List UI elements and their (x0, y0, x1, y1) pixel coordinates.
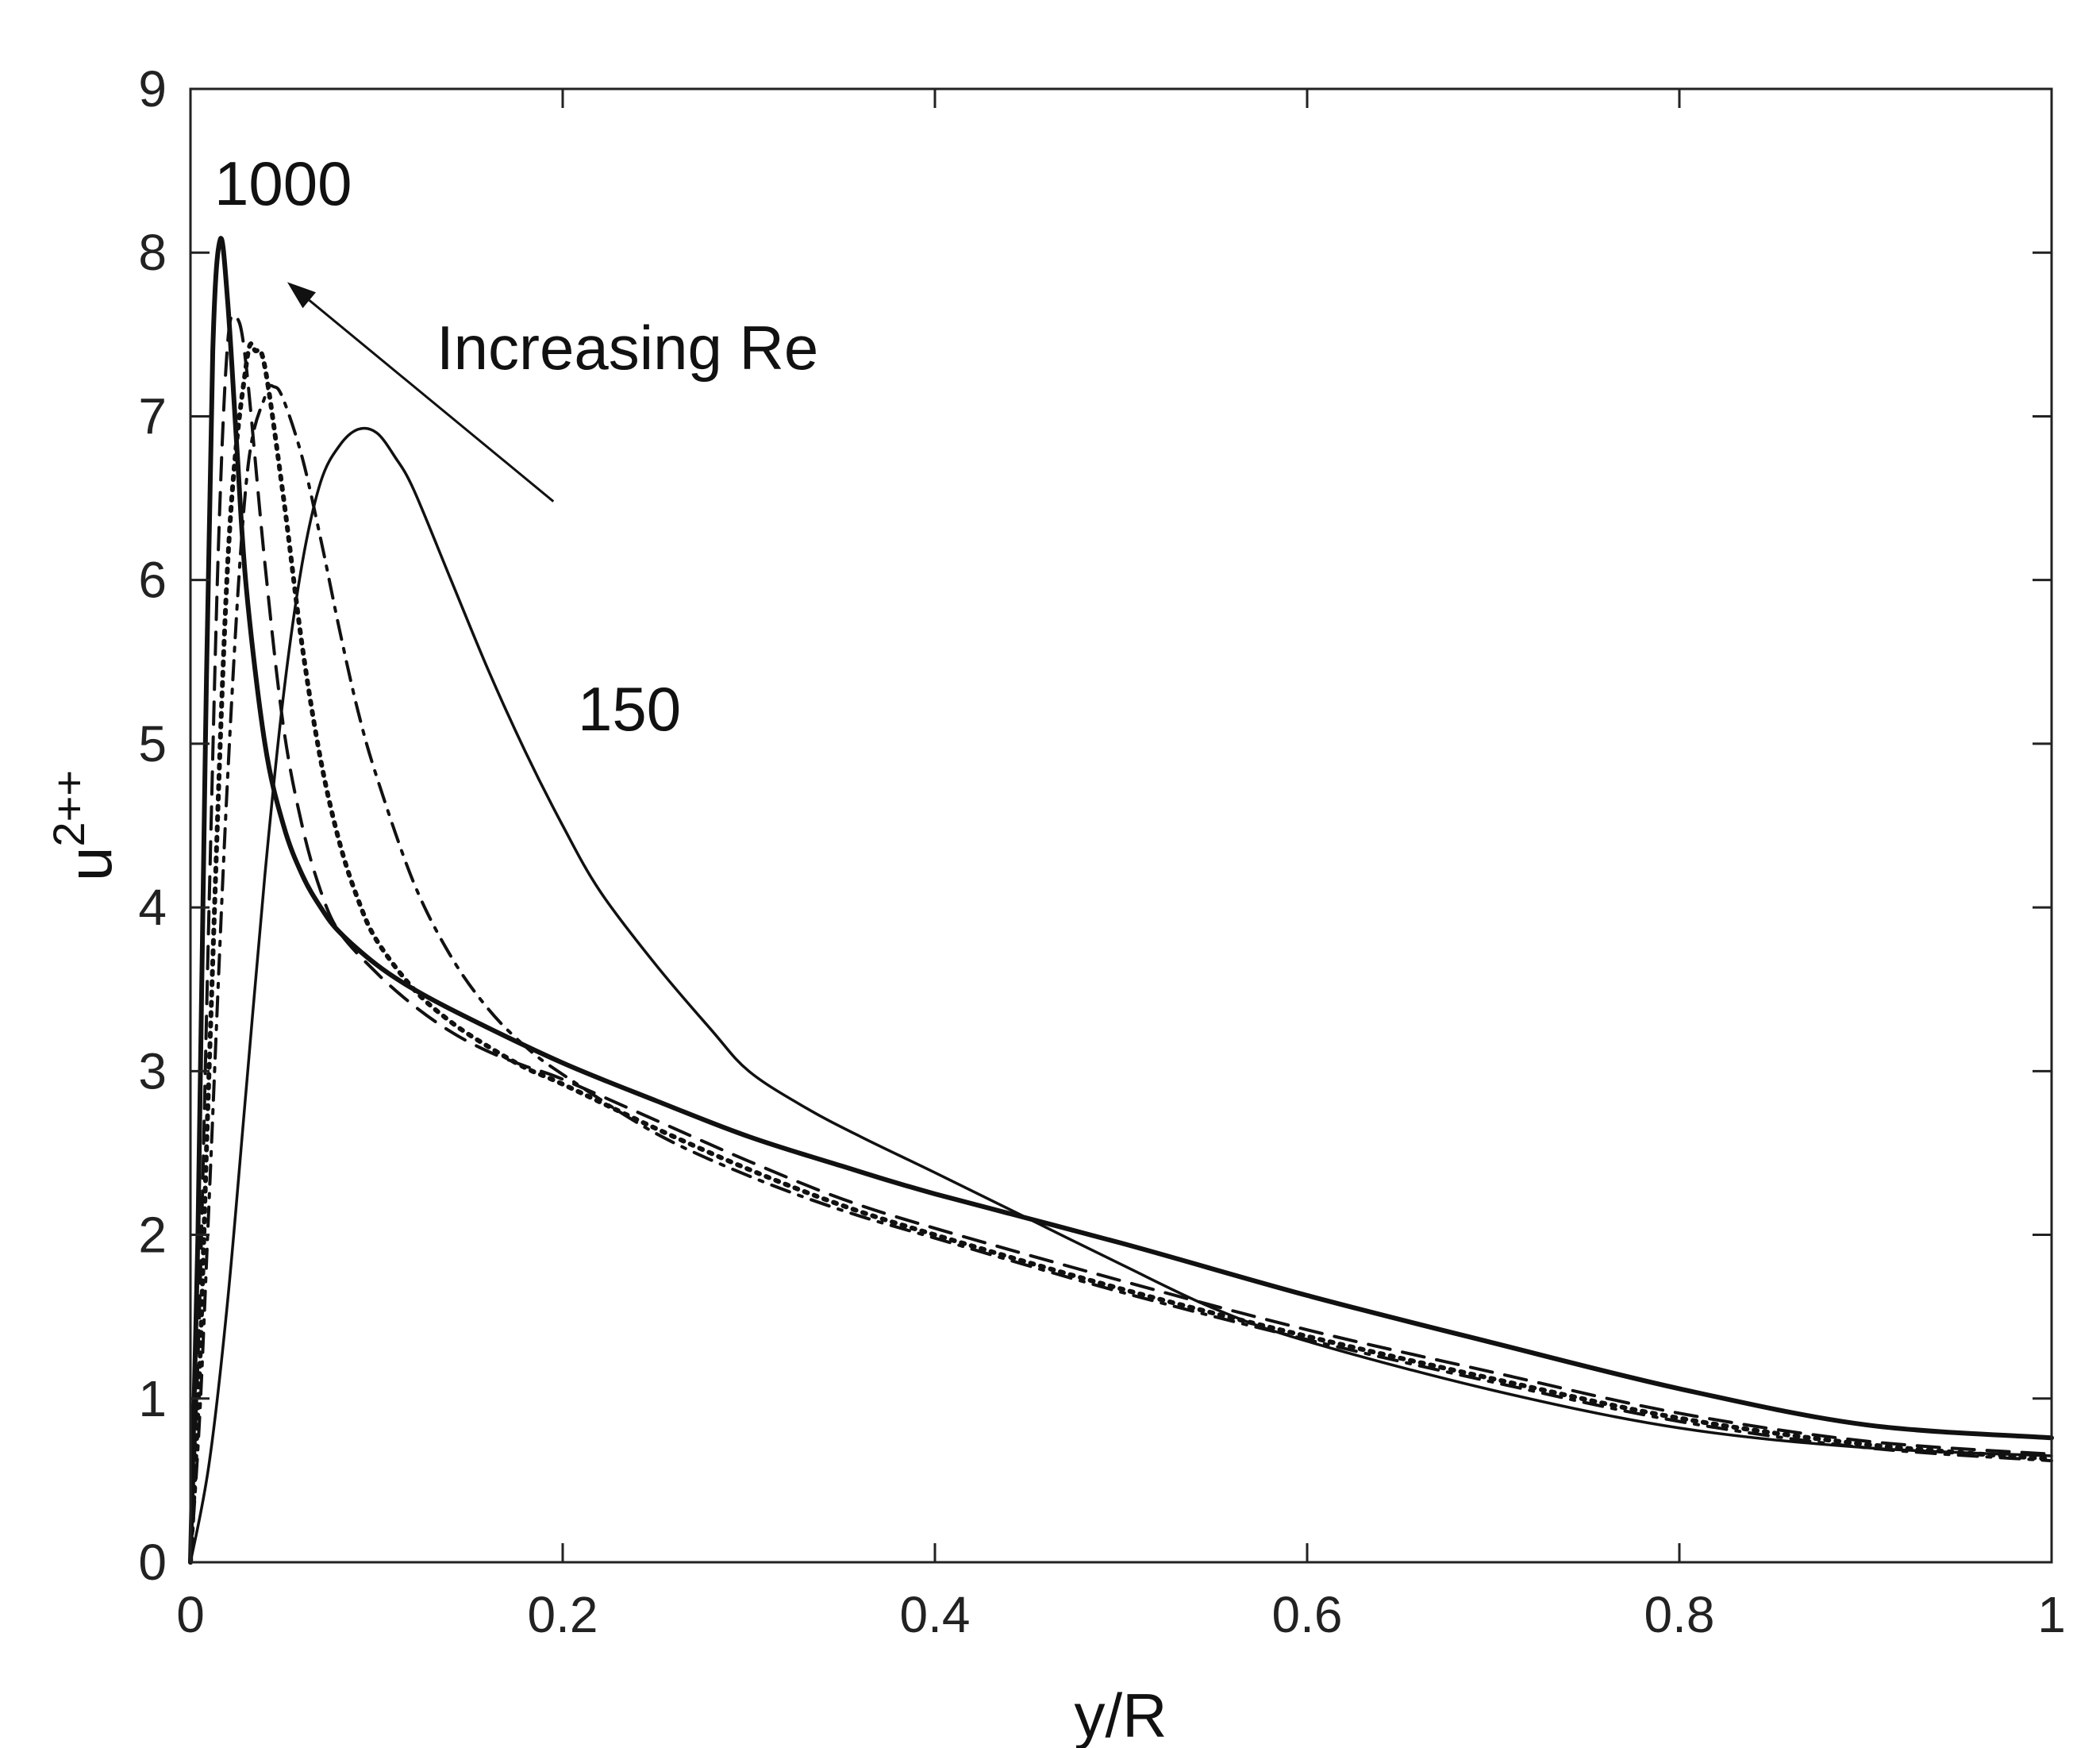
y-tick-label: 9 (138, 60, 167, 117)
annotation-re-150: 150 (578, 674, 681, 744)
x-tick-label: 0.6 (1272, 1586, 1343, 1643)
y-axis-title-base: u (55, 847, 125, 881)
y-axis-title: u2++ (44, 770, 125, 881)
y-tick-label: 4 (138, 879, 167, 936)
x-tick-label: 1 (2037, 1586, 2066, 1643)
ticks-layer: 0 0.2 0.4 0.6 0.8 1 0 1 2 3 4 5 6 7 8 9 (138, 60, 2065, 1643)
y-tick-label: 3 (138, 1042, 167, 1099)
x-tick-label: 0.2 (528, 1586, 598, 1643)
series-line-re-150 (189, 426, 2053, 1564)
y-tick-label: 6 (138, 552, 167, 609)
y-tick-label: 5 (138, 715, 167, 772)
series-line-re-700 (189, 312, 2053, 1564)
increasing-re-arrow (287, 282, 555, 502)
arrow-line (308, 299, 555, 502)
series-line-re-300 (189, 383, 2053, 1564)
series-line-re-500 (188, 341, 2054, 1565)
x-tick-label: 0.4 (900, 1586, 971, 1643)
svg-text:u2++: u2++ (44, 770, 125, 881)
annotation-re-1000: 1000 (214, 148, 352, 218)
x-axis-title: y/R (1075, 1681, 1167, 1748)
y-tick-label: 2 (138, 1207, 167, 1264)
y-tick-label: 8 (138, 224, 167, 281)
x-tick-label: 0 (176, 1586, 205, 1643)
y-tick-label: 0 (138, 1534, 167, 1591)
arrow-head (287, 282, 316, 309)
y-tick-label: 7 (138, 387, 167, 445)
series-layer (188, 236, 2054, 1565)
series-line-re-1000 (188, 236, 2054, 1565)
plot-frame (189, 87, 2053, 1564)
y-tick-label: 1 (138, 1370, 167, 1427)
y-axis-title-superscript: 2++ (44, 770, 94, 847)
annotation-increasing-re: Increasing Re (437, 313, 818, 383)
x-tick-label: 0.8 (1644, 1586, 1715, 1643)
